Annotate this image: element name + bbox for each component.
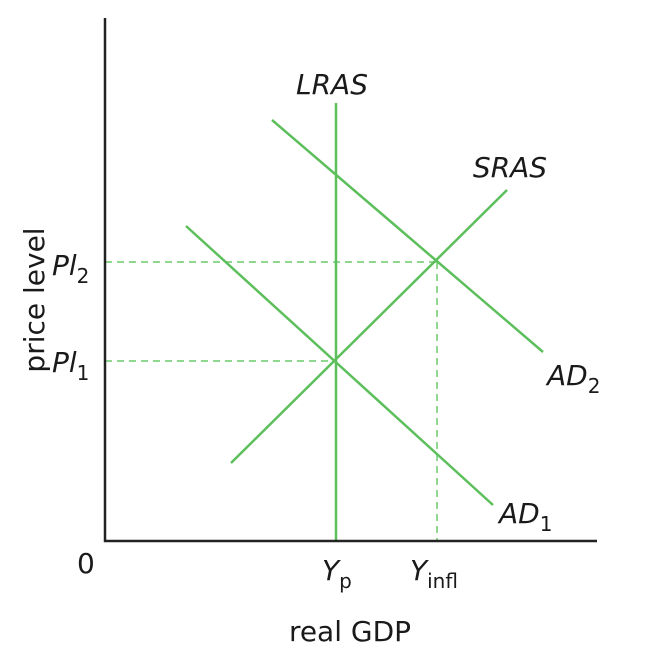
yp-label: Yp — [322, 554, 352, 593]
sras-curve — [230, 189, 508, 464]
ad1-label: AD1 — [497, 497, 552, 536]
axes — [103, 18, 597, 543]
x-axis-label: real GDP — [289, 615, 411, 648]
lras-label: LRAS — [296, 68, 368, 101]
sras-label: SRAS — [473, 151, 547, 184]
yinfl-label: Yinfl — [410, 554, 458, 593]
ad2-curve — [271, 119, 544, 353]
ad1-curve — [185, 225, 494, 506]
y-axis-label: price level — [18, 227, 51, 372]
origin-label: 0 — [77, 547, 95, 580]
ad2-label: AD2 — [545, 359, 600, 398]
pl1-label: Pl1 — [52, 346, 89, 385]
pl2-label: Pl2 — [52, 249, 89, 288]
